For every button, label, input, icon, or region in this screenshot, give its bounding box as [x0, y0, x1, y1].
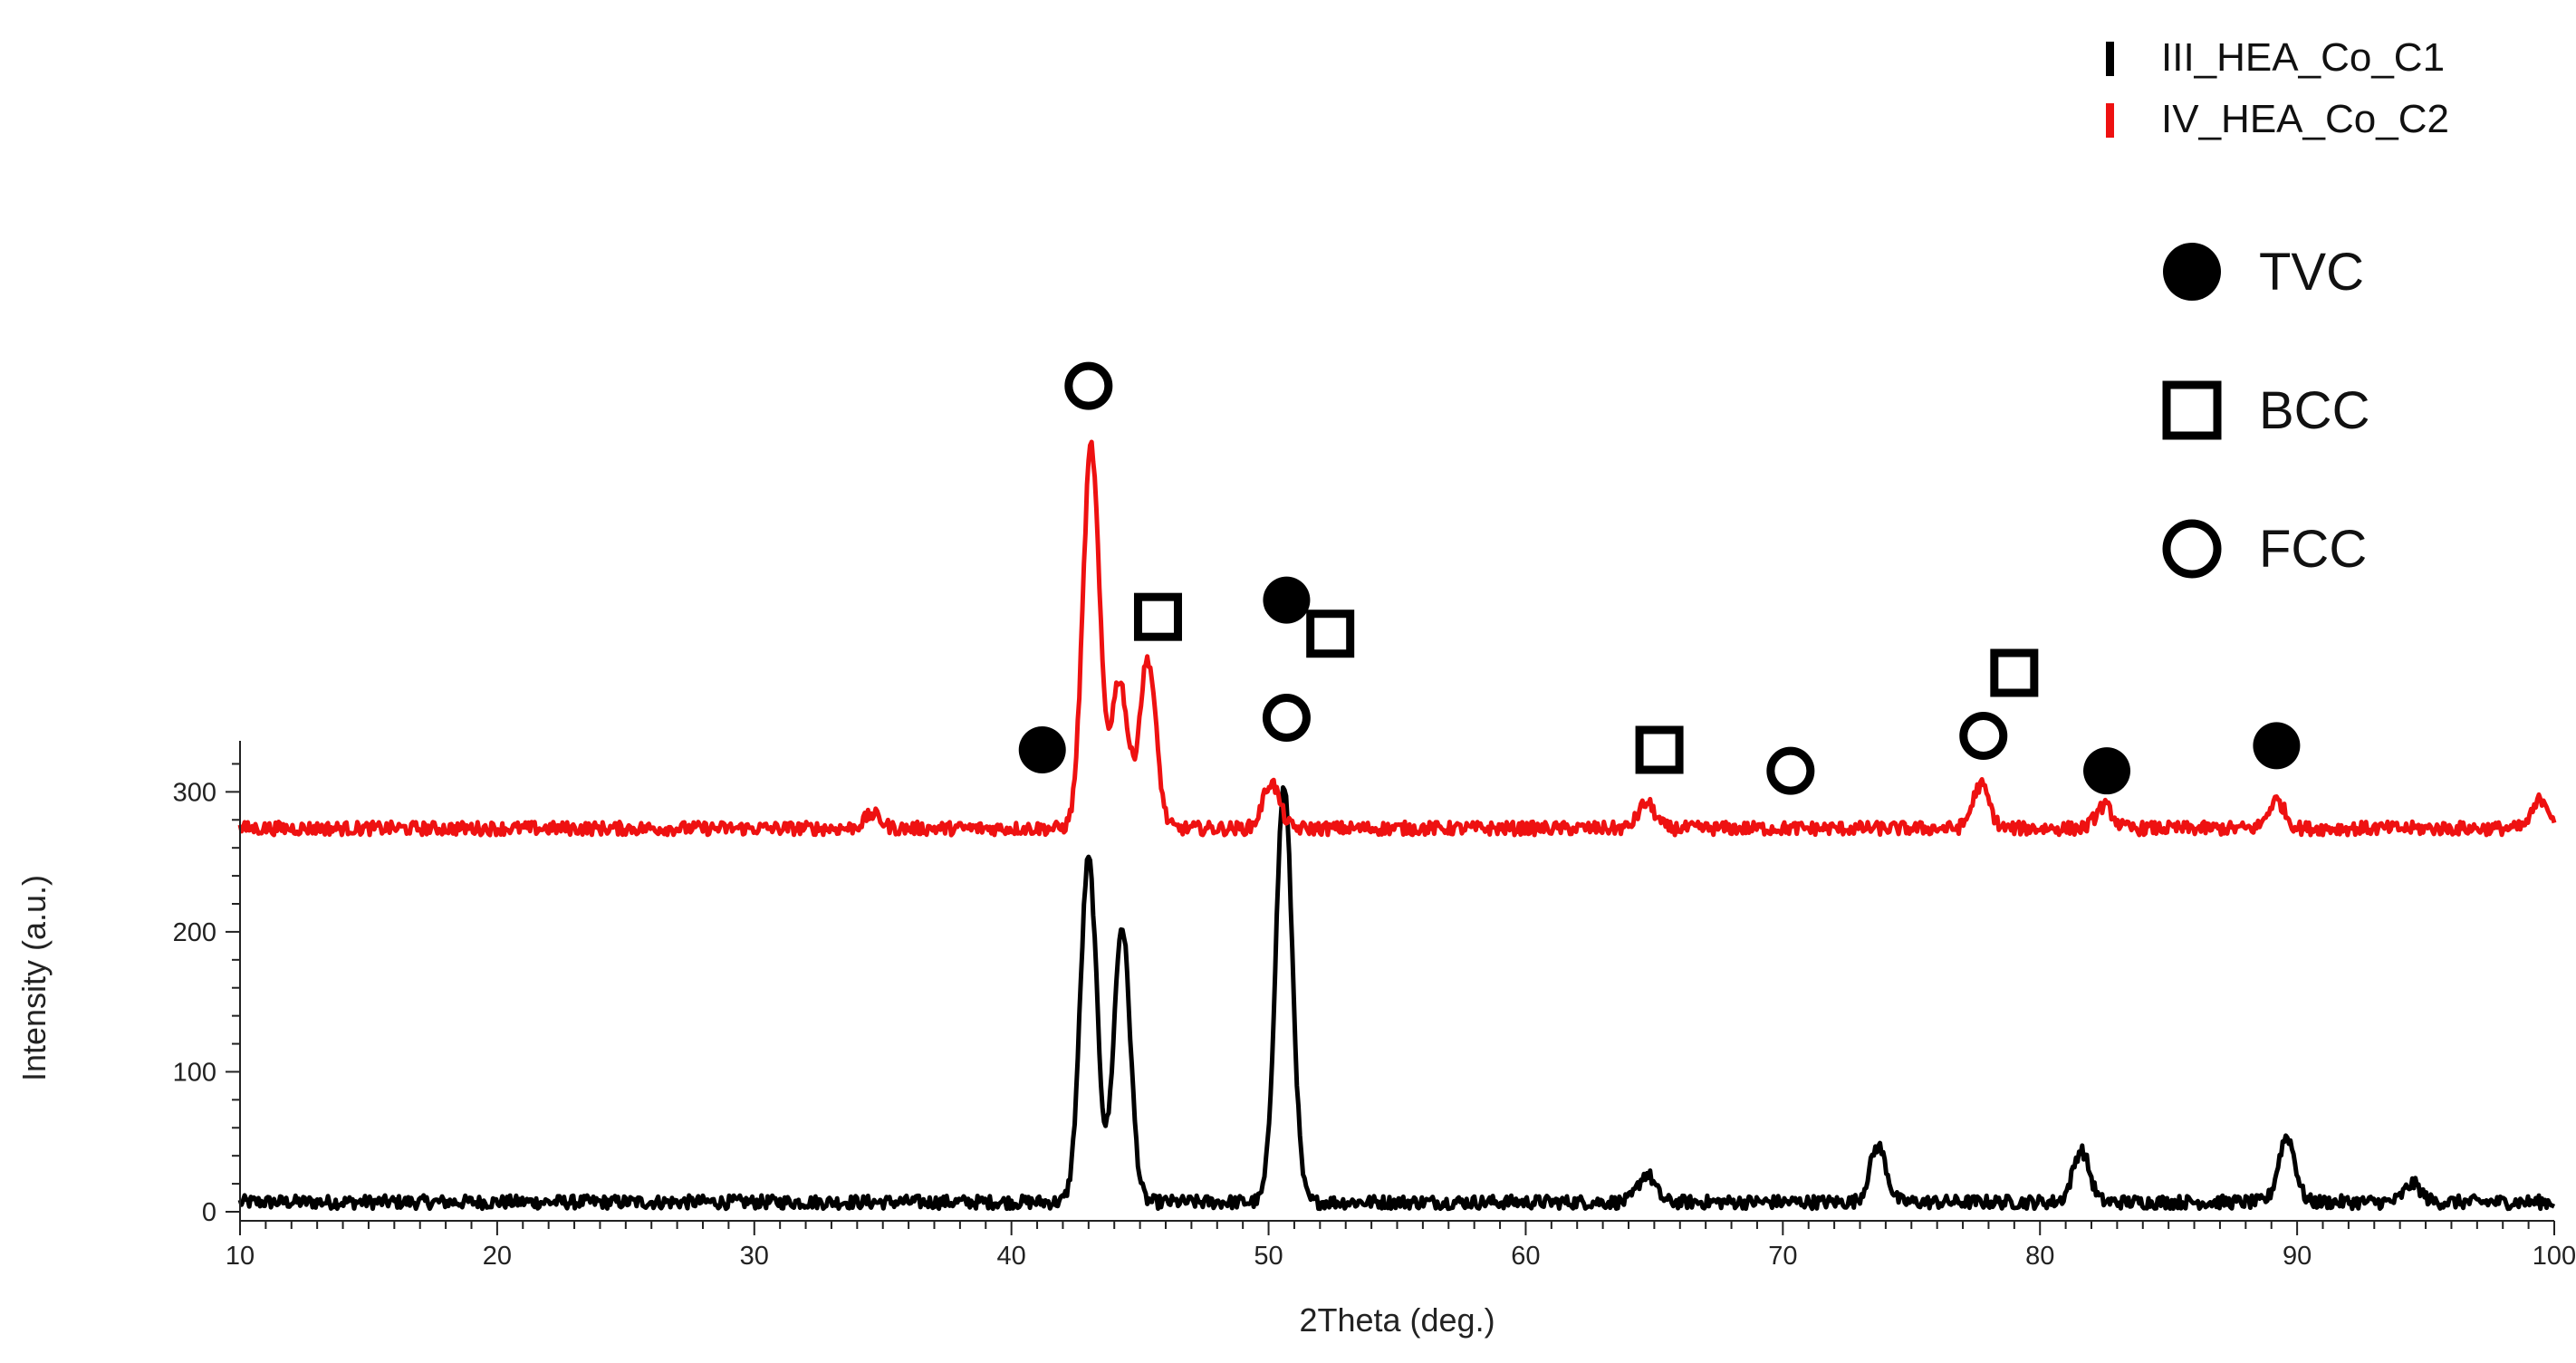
- plot-area: 10 20 30 40 50 60 70 80 90 100 0 100 200 300: [173, 361, 2576, 1271]
- x-axis-title: 2Theta (deg.): [1299, 1301, 1495, 1339]
- filled-circle-marker: [1263, 576, 1311, 624]
- open-circle-marker: [1959, 712, 2008, 761]
- x-tick-label: 60: [1511, 1242, 1540, 1271]
- x-tick-label: 30: [740, 1242, 769, 1271]
- phase-legend-label: TVC: [2259, 243, 2364, 302]
- open-square-marker: [1306, 610, 1355, 658]
- x-tick-label: 50: [1254, 1242, 1283, 1271]
- series-line-1: [237, 785, 2556, 1212]
- legend-label-2: IV_HEA_Co_C2: [2161, 97, 2449, 141]
- legend-label-1: III_HEA_Co_C1: [2161, 35, 2445, 80]
- series-layer: [237, 439, 2557, 1212]
- y-tick-label: 0: [202, 1198, 216, 1227]
- y-tick-label: 300: [173, 778, 216, 807]
- y-axis-title: Intensity (a.u.): [15, 875, 53, 1081]
- x-tick-label: 40: [997, 1242, 1026, 1271]
- phase-legend-filled-circle: [2163, 243, 2221, 301]
- legend-swatch-2: [2106, 103, 2114, 138]
- legend-swatch-1: [2106, 42, 2114, 76]
- open-square-marker: [1133, 592, 1182, 641]
- axes-layer: 10 20 30 40 50 60 70 80 90 100 0 100 200 300: [173, 741, 2576, 1271]
- filled-circle-marker: [2253, 722, 2301, 770]
- open-square-marker: [1635, 725, 1684, 774]
- phase-legend: TVC BCC FCC: [2162, 243, 2369, 579]
- x-tick-label: 90: [2283, 1242, 2312, 1271]
- series-line-2: [237, 439, 2557, 838]
- x-tick-label: 80: [2025, 1242, 2054, 1271]
- filled-circle-marker: [1018, 726, 1066, 773]
- x-tick-label: 10: [226, 1242, 255, 1271]
- open-square-marker: [1990, 648, 2039, 697]
- x-tick-label: 100: [2533, 1242, 2576, 1271]
- open-circle-marker: [1262, 693, 1311, 742]
- y-tick-label: 200: [173, 918, 216, 947]
- y-tick-label: 100: [173, 1058, 216, 1087]
- open-circle-marker: [1064, 361, 1113, 410]
- phase-marker-layer: [1018, 361, 2301, 795]
- x-tick-label: 20: [483, 1242, 512, 1271]
- open-circle-marker: [1766, 746, 1815, 795]
- phase-legend-label: BCC: [2259, 381, 2369, 440]
- x-tick-label: 70: [1768, 1242, 1797, 1271]
- phase-legend-open-square: [2162, 380, 2222, 440]
- series-legend: III_HEA_Co_C1 IV_HEA_Co_C2: [2106, 35, 2449, 141]
- phase-legend-open-circle: [2162, 519, 2222, 579]
- filled-circle-marker: [2083, 747, 2131, 795]
- phase-legend-label: FCC: [2259, 520, 2367, 579]
